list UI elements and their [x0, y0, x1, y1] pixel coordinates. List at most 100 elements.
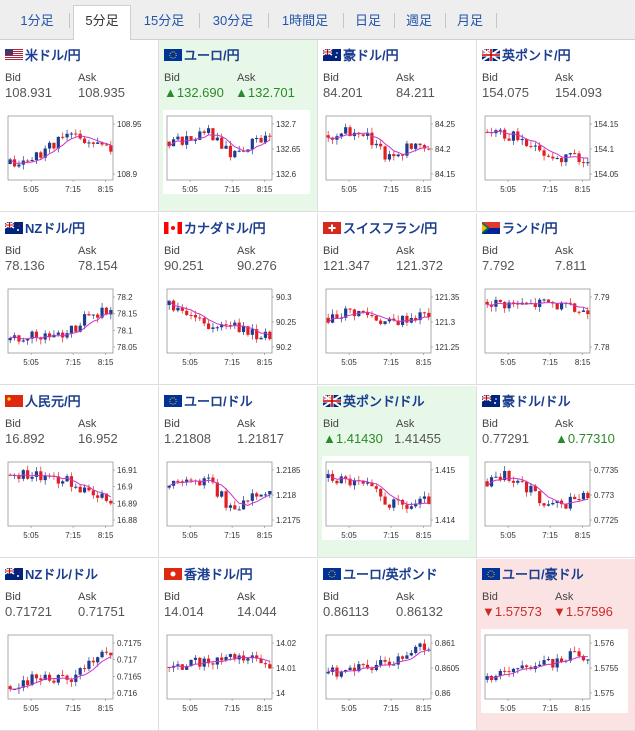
x-tick-label: 7:15: [65, 704, 81, 713]
candle-body: [409, 506, 413, 509]
mini-candlestick-chart[interactable]: 0.7735 0.773 0.7725 5:05 7:15 8:15: [481, 456, 628, 540]
rate-card[interactable]: ユーロ/豪ドル Bid Ask ▼1.57573 ▼1.57596 1.576 1…: [477, 559, 635, 731]
candle-body: [498, 129, 502, 131]
rate-card[interactable]: 人民元/円 Bid Ask 16.892 16.952 16.91 16.9 16.…: [0, 386, 159, 558]
currency-pair-link[interactable]: NZドル/円: [5, 218, 85, 236]
candle-body: [414, 646, 418, 654]
tab-daily[interactable]: 日足: [354, 13, 381, 28]
y-tick-label: 1.218: [276, 491, 297, 500]
candle-body: [507, 302, 511, 309]
rate-card[interactable]: 豪ドル/ドル Bid Ask 0.77291 ▲0.77310 0.7735 0.…: [477, 386, 635, 558]
rate-card[interactable]: 英ポンド/ドル Bid Ask ▲1.41430 1.41455 1.415 1.…: [318, 386, 477, 558]
currency-pair-link[interactable]: ユーロ/英ポンド: [323, 564, 438, 582]
rate-card[interactable]: 豪ドル/円 Bid Ask 84.201 84.211 84.25 84.2 84.…: [318, 40, 477, 212]
tab-30min[interactable]: 30分足: [212, 13, 254, 28]
currency-pair-name: 豪ドル/ドル: [502, 394, 571, 409]
candle-body: [30, 476, 34, 479]
rate-card[interactable]: NZドル/円 Bid Ask 78.136 78.154 78.2 78.15 78…: [0, 213, 159, 385]
mini-candlestick-chart[interactable]: 1.415 1.414 5:05 7:15 8:15: [322, 456, 469, 540]
candle-body: [82, 138, 87, 144]
candle-body: [586, 492, 590, 499]
candle-body: [564, 154, 568, 163]
tab-5min[interactable]: 5分足: [73, 5, 131, 41]
currency-pair-link[interactable]: ユーロ/豪ドル: [482, 564, 584, 582]
candle-body: [326, 317, 330, 323]
currency-pair-link[interactable]: スイスフラン/円: [323, 218, 437, 236]
candle-body: [180, 307, 184, 311]
currency-pair-link[interactable]: NZドル/ドル: [5, 564, 98, 582]
mini-candlestick-chart[interactable]: 90.3 90.25 90.2 5:05 7:15 8:15: [163, 283, 310, 367]
currency-pair-name: ユーロ/ドル: [184, 394, 253, 409]
y-tick-label: 78.05: [117, 343, 138, 352]
candle-body: [82, 668, 87, 670]
y-tick-label: 132.7: [276, 120, 297, 129]
rate-card[interactable]: スイスフラン/円 Bid Ask 121.347 121.372 121.35 1…: [318, 213, 477, 385]
candle-body: [374, 486, 378, 489]
mini-candlestick-chart[interactable]: 1.2185 1.218 1.2175 5:05 7:15 8:15: [163, 456, 310, 540]
rate-card[interactable]: ユーロ/ドル Bid Ask 1.21808 1.21817 1.2185 1.2…: [159, 386, 318, 558]
bid-label: Bid: [323, 591, 339, 603]
candle-body: [43, 674, 47, 681]
currency-pair-link[interactable]: 香港ドル/円: [164, 564, 253, 582]
mini-candlestick-chart[interactable]: 154.15 154.1 154.05 5:05 7:15 8:15: [481, 110, 628, 194]
candle-body: [61, 332, 65, 338]
mini-candlestick-chart[interactable]: 7.79 7.78 5:05 7:15 8:15: [481, 283, 628, 367]
candle-body: [91, 490, 95, 496]
x-tick-label: 5:05: [341, 185, 357, 194]
mini-candlestick-chart[interactable]: 1.576 1.5755 1.575 5:05 7:15 8:15: [481, 629, 628, 713]
rate-card[interactable]: ユーロ/円 Bid Ask ▲132.690 ▲132.701 132.7 132…: [159, 40, 318, 212]
chart-frame: [166, 288, 273, 354]
candle-body: [422, 496, 427, 499]
candle-body: [542, 150, 546, 156]
candle-body: [555, 303, 559, 310]
candle-body: [577, 651, 581, 656]
currency-pair-link[interactable]: ユーロ/ドル: [164, 391, 253, 409]
mini-candlestick-chart[interactable]: 132.7 132.65 132.6 5:05 7:15 8:15: [163, 110, 310, 194]
mini-candlestick-chart[interactable]: 0.7175 0.717 0.7165 0.716 5:05 7:15 8:15: [4, 629, 151, 713]
x-tick-label: 8:15: [257, 704, 273, 713]
rate-card[interactable]: 米ドル/円 Bid Ask 108.931 108.935 108.95 108.…: [0, 40, 159, 212]
candle-body: [52, 142, 56, 149]
y-tick-label: 0.7735: [594, 466, 619, 475]
mini-candlestick-chart[interactable]: 14.02 14.01 14 5:05 7:15 8:15: [163, 629, 310, 713]
currency-pair-link[interactable]: 米ドル/円: [5, 45, 81, 63]
tab-monthly[interactable]: 月足: [456, 13, 483, 28]
currency-pair-link[interactable]: 豪ドル/円: [323, 45, 399, 63]
candle-body: [498, 670, 502, 677]
rate-card[interactable]: NZドル/ドル Bid Ask 0.71721 0.71751 0.7175 0.…: [0, 559, 159, 731]
candle-body: [586, 162, 590, 164]
rate-card[interactable]: 香港ドル/円 Bid Ask 14.014 14.044 14.02 14.01 1…: [159, 559, 318, 731]
tab-separator: [394, 13, 395, 28]
currency-pair-link[interactable]: カナダドル/円: [164, 218, 266, 236]
rate-card[interactable]: ユーロ/英ポンド Bid Ask 0.86113 0.86132 0.861 0.…: [318, 559, 477, 731]
tab-weekly[interactable]: 週足: [405, 13, 432, 28]
candle-body: [387, 504, 392, 508]
rate-card[interactable]: ランド/円 Bid Ask 7.792 7.811 7.79 7.78 5:05 7:…: [477, 213, 635, 385]
mini-candlestick-chart[interactable]: 0.861 0.8605 0.86 5:05 7:15 8:15: [322, 629, 469, 713]
mini-candlestick-chart[interactable]: 121.35 121.3 121.25 5:05 7:15 8:15: [322, 283, 469, 367]
currency-pair-link[interactable]: ユーロ/円: [164, 45, 240, 63]
y-tick-label: 90.3: [276, 293, 292, 302]
trend-arrow-icon: ▲: [164, 85, 177, 100]
rate-card[interactable]: カナダドル/円 Bid Ask 90.251 90.276 90.3 90.25 9…: [159, 213, 318, 385]
currency-pair-link[interactable]: 英ポンド/円: [482, 45, 571, 63]
candle-body: [577, 153, 581, 163]
currency-pair-link[interactable]: 英ポンド/ドル: [323, 391, 425, 409]
candle-body: [47, 674, 52, 681]
ask-label: Ask: [78, 72, 97, 84]
mini-candlestick-chart[interactable]: 108.95 108.9 5:05 7:15 8:15: [4, 110, 151, 194]
mini-candlestick-chart[interactable]: 16.91 16.9 16.89 16.88 5:05 7:15 8:15: [4, 456, 151, 540]
mini-candlestick-chart[interactable]: 84.25 84.2 84.15 5:05 7:15 8:15: [322, 110, 469, 194]
x-tick-label: 5:05: [500, 358, 516, 367]
tab-1min[interactable]: 1分足: [20, 13, 54, 28]
mini-candlestick-chart[interactable]: 78.2 78.15 78.1 78.05 5:05 7:15 8:15: [4, 283, 151, 367]
currency-pair-link[interactable]: 人民元/円: [5, 391, 81, 409]
ask-label: Ask: [555, 72, 574, 84]
candle-body: [34, 674, 39, 679]
currency-pair-link[interactable]: 豪ドル/ドル: [482, 391, 571, 409]
tab-1hour[interactable]: 1時間足: [281, 13, 329, 28]
currency-pair-link[interactable]: ランド/円: [482, 218, 558, 236]
tab-15min[interactable]: 15分足: [143, 13, 185, 28]
rate-card[interactable]: 英ポンド/円 Bid Ask 154.075 154.093 154.15 154…: [477, 40, 635, 212]
candle-body: [542, 503, 546, 506]
